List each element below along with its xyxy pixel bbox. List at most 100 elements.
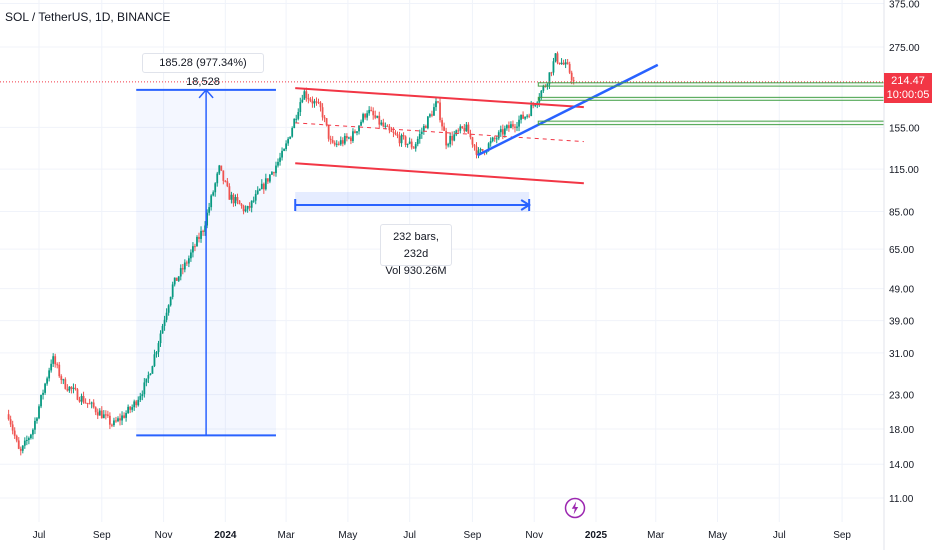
x-tick-label: May — [708, 530, 727, 541]
candle-body — [208, 207, 211, 213]
x-tick-label: Nov — [155, 530, 173, 541]
candle-body — [269, 174, 271, 182]
y-tick-label: 18.00 — [889, 425, 914, 436]
candle-body — [473, 144, 476, 147]
candle-body — [354, 131, 356, 133]
y-tick-label: 155.00 — [889, 123, 920, 134]
candle-body — [343, 135, 346, 144]
x-tick-label: Jul — [773, 530, 786, 541]
candle-body — [256, 190, 259, 194]
candle-body — [133, 401, 136, 408]
candle-body — [378, 115, 381, 125]
candle-body — [431, 114, 433, 116]
candle-body — [390, 130, 393, 132]
candle-body — [542, 86, 545, 91]
candle-body — [167, 305, 170, 313]
candle-body — [230, 194, 233, 200]
candle-body — [564, 62, 567, 65]
candle-body — [50, 363, 53, 371]
candle-body — [273, 172, 275, 174]
candle-body — [281, 150, 283, 158]
candle-body — [68, 386, 71, 391]
candle-body — [38, 406, 40, 419]
y-tick-label: 31.00 — [889, 349, 914, 360]
candle-body — [497, 132, 500, 139]
candle-body — [153, 354, 156, 367]
date-range-arrow — [520, 199, 532, 211]
candle-body — [453, 134, 456, 141]
candle-body — [319, 102, 322, 108]
candle-body — [222, 170, 225, 181]
zone-box — [537, 96, 885, 101]
y-tick-label: 115.00 — [889, 165, 919, 176]
candle-body — [27, 438, 30, 441]
candle-body — [100, 410, 103, 419]
candle-body — [435, 101, 437, 108]
candle-body — [307, 97, 310, 100]
candle-body — [104, 414, 107, 416]
candle-body — [141, 394, 144, 397]
candle-body — [366, 113, 369, 118]
candle-body — [7, 414, 10, 420]
candle-body — [283, 149, 285, 151]
candle-body — [275, 165, 277, 174]
candle-body — [214, 183, 217, 193]
last-price-badge[interactable]: 214.47 10:00:05 — [884, 73, 932, 103]
candle-body — [165, 312, 168, 320]
candle-body — [443, 126, 445, 131]
y-tick-label: 65.00 — [889, 245, 914, 256]
candle-body — [32, 429, 34, 435]
candle-body — [291, 127, 294, 137]
candle-body — [372, 110, 375, 116]
candle-body — [264, 178, 267, 190]
candle-body — [236, 197, 239, 201]
candle-body — [404, 136, 407, 145]
candle-body — [382, 122, 385, 127]
bar-countdown: 10:00:05 — [886, 89, 930, 101]
candle-body — [181, 268, 184, 270]
candle-body — [190, 252, 192, 259]
candle-body — [426, 116, 429, 129]
candle-body — [159, 333, 162, 344]
candle-body — [459, 126, 462, 131]
candle-body — [72, 387, 75, 389]
candle-body — [309, 99, 312, 101]
last-price-value: 214.47 — [891, 75, 925, 87]
candle-body — [74, 387, 77, 390]
candle-body — [147, 375, 150, 379]
candle-body — [437, 101, 439, 103]
channel-lower-line — [295, 162, 584, 185]
candle-body — [360, 121, 362, 126]
candle-body — [394, 132, 397, 135]
symbol-title[interactable]: SOL / TetherUS, 1D, BINANCE — [5, 10, 171, 24]
candle-body — [285, 143, 288, 150]
candle-body — [92, 402, 95, 408]
candle-body — [305, 91, 308, 98]
candle-body — [52, 356, 55, 364]
candle-body — [475, 146, 478, 155]
candle-body — [499, 129, 502, 133]
candle-body — [145, 378, 148, 383]
candle-body — [501, 129, 504, 135]
candle-body — [352, 131, 354, 141]
candle-body — [129, 406, 132, 410]
candle-body — [102, 414, 105, 419]
candle-body — [62, 379, 65, 381]
lightning-icon[interactable] — [564, 497, 586, 519]
candle-body — [495, 138, 498, 140]
candle-body — [66, 388, 69, 391]
candle-body — [84, 402, 87, 404]
candle-body — [368, 109, 371, 114]
candle-body — [127, 406, 130, 414]
candle-body — [121, 415, 123, 421]
candle-body — [402, 135, 405, 137]
candle-body — [554, 53, 557, 62]
candle-body — [392, 131, 395, 133]
candle-body — [246, 206, 249, 210]
candle-body — [56, 364, 59, 366]
candle-body — [388, 126, 391, 131]
x-tick-label: May — [338, 530, 357, 541]
candle-body — [15, 435, 18, 441]
